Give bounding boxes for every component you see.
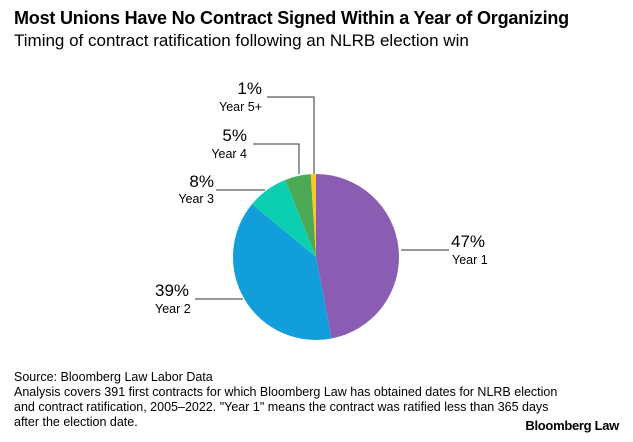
leader-line-year-5plus: [267, 96, 315, 174]
category-label-year-2: Year 2: [155, 302, 191, 316]
pie-slice-year-5: [310, 174, 316, 257]
category-label-year-4: Year 4: [211, 147, 247, 161]
pie-slice-year-3: [252, 179, 316, 257]
pie-slice-year-2: [232, 204, 332, 340]
data-label-year-3: 8%: [189, 172, 214, 191]
footer: Source: Bloomberg Law Labor Data Analysi…: [14, 370, 574, 430]
category-label-year-1: Year 1: [452, 253, 488, 267]
pie-slice-year-4: [285, 174, 316, 257]
source-note: Source: Bloomberg Law Labor Data: [14, 370, 213, 384]
category-label-year-3: Year 3: [178, 192, 214, 206]
data-label-year-1: 47%: [451, 232, 485, 251]
methodology-note: Analysis covers 391 first contracts for …: [14, 385, 558, 429]
pie-slice-year-1: [316, 174, 400, 339]
data-label-year-4: 5%: [222, 126, 247, 145]
data-label-year-2: 39%: [155, 281, 189, 300]
chart-title: Most Unions Have No Contract Signed With…: [14, 8, 569, 28]
data-label-year-5plus: 1%: [237, 79, 262, 98]
chart-subtitle: Timing of contract ratification followin…: [14, 31, 469, 50]
bloomberg-law-logo: Bloomberg Law: [525, 418, 619, 433]
category-label-year-5plus: Year 5+: [219, 100, 262, 114]
leader-line-year-4: [253, 143, 300, 174]
